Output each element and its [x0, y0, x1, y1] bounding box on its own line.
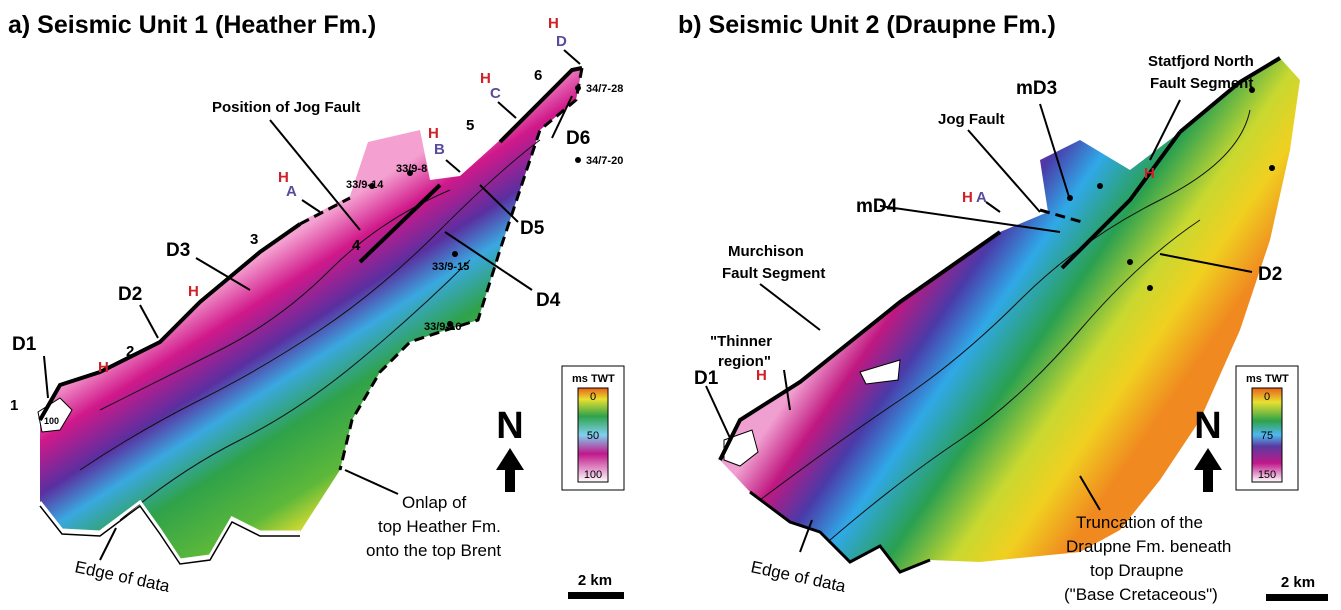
scale-bar	[568, 592, 624, 599]
label: D	[556, 33, 567, 50]
scale-label: 2 km	[1281, 574, 1315, 591]
label: A	[286, 183, 297, 200]
label: mD3	[1016, 78, 1057, 99]
label: H	[428, 125, 439, 142]
well-label: 33/9-16	[424, 321, 461, 333]
label: Position of Jog Fault	[212, 99, 360, 116]
well-label: 34/7-20	[586, 155, 623, 167]
panel-b: b) Seismic Unit 2 (Draupne Fm.) Statfjor…	[678, 11, 1328, 604]
label: Edge of data	[73, 557, 172, 596]
label: H	[962, 189, 973, 206]
legend-tick: 50	[587, 430, 599, 442]
label: ("Base Cretaceous")	[1064, 585, 1218, 604]
label: D6	[566, 128, 590, 149]
label: 3	[250, 231, 258, 248]
map-area	[720, 58, 1300, 572]
legend-tick: 0	[590, 391, 596, 403]
label: H	[548, 15, 559, 32]
label: Murchison	[728, 243, 804, 260]
label: 2	[126, 343, 134, 360]
label: mD4	[856, 196, 898, 217]
label: D2	[1258, 264, 1282, 285]
legend-tick: 150	[1258, 469, 1276, 481]
label: D1	[12, 334, 37, 355]
label: 1	[10, 397, 18, 414]
label: H	[1144, 165, 1155, 182]
label: Truncation of the	[1076, 513, 1203, 532]
panel-title: b) Seismic Unit 2 (Draupne Fm.)	[678, 11, 1056, 39]
well-label: 33/9-8	[396, 163, 427, 175]
label: onto the top Brent	[366, 541, 501, 560]
scale-bar	[1266, 594, 1328, 601]
panel-title: a) Seismic Unit 1 (Heather Fm.)	[8, 11, 376, 39]
label: D1	[694, 368, 719, 389]
label: Edge of data	[749, 557, 848, 596]
label: 6	[534, 67, 542, 84]
label: H	[756, 367, 767, 384]
label: top Heather Fm.	[378, 517, 501, 536]
north-label: N	[496, 405, 523, 447]
panel-a: a) Seismic Unit 1 (Heather Fm.) Position…	[8, 11, 624, 599]
label: D5	[520, 218, 545, 239]
figure: a) Seismic Unit 1 (Heather Fm.) Position…	[0, 0, 1341, 610]
label: Onlap of	[402, 493, 467, 512]
label: top Draupne	[1090, 561, 1184, 580]
label: D2	[118, 284, 142, 305]
north-arrow	[496, 448, 524, 492]
label: Fault Segment	[722, 265, 825, 282]
label: H	[98, 359, 109, 376]
label: Fault Segment	[1150, 75, 1253, 92]
legend-tick: 75	[1261, 430, 1273, 442]
well-label: 34/7-28	[586, 83, 623, 95]
label: D4	[536, 290, 561, 311]
label: B	[434, 141, 445, 158]
label: Jog Fault	[938, 111, 1005, 128]
legend-title: ms TWT	[1246, 373, 1289, 385]
legend-tick: 0	[1264, 391, 1270, 403]
legend-tick: 100	[584, 469, 602, 481]
label: Draupne Fm. beneath	[1066, 537, 1231, 556]
label: H	[188, 283, 199, 300]
label: Statfjord North	[1148, 53, 1254, 70]
contour-label: 100	[44, 416, 59, 426]
label: 5	[466, 117, 474, 134]
well-label: 33/9-14	[346, 179, 384, 191]
north-label: N	[1194, 405, 1221, 447]
label: "Thinner	[710, 333, 772, 350]
label: A	[976, 189, 987, 206]
label: C	[490, 85, 501, 102]
label: 4	[352, 237, 361, 254]
north-arrow	[1194, 448, 1222, 492]
legend-title: ms TWT	[572, 373, 615, 385]
scale-label: 2 km	[578, 572, 612, 589]
label: D3	[166, 240, 190, 261]
well-label: 33/9-15	[432, 261, 469, 273]
